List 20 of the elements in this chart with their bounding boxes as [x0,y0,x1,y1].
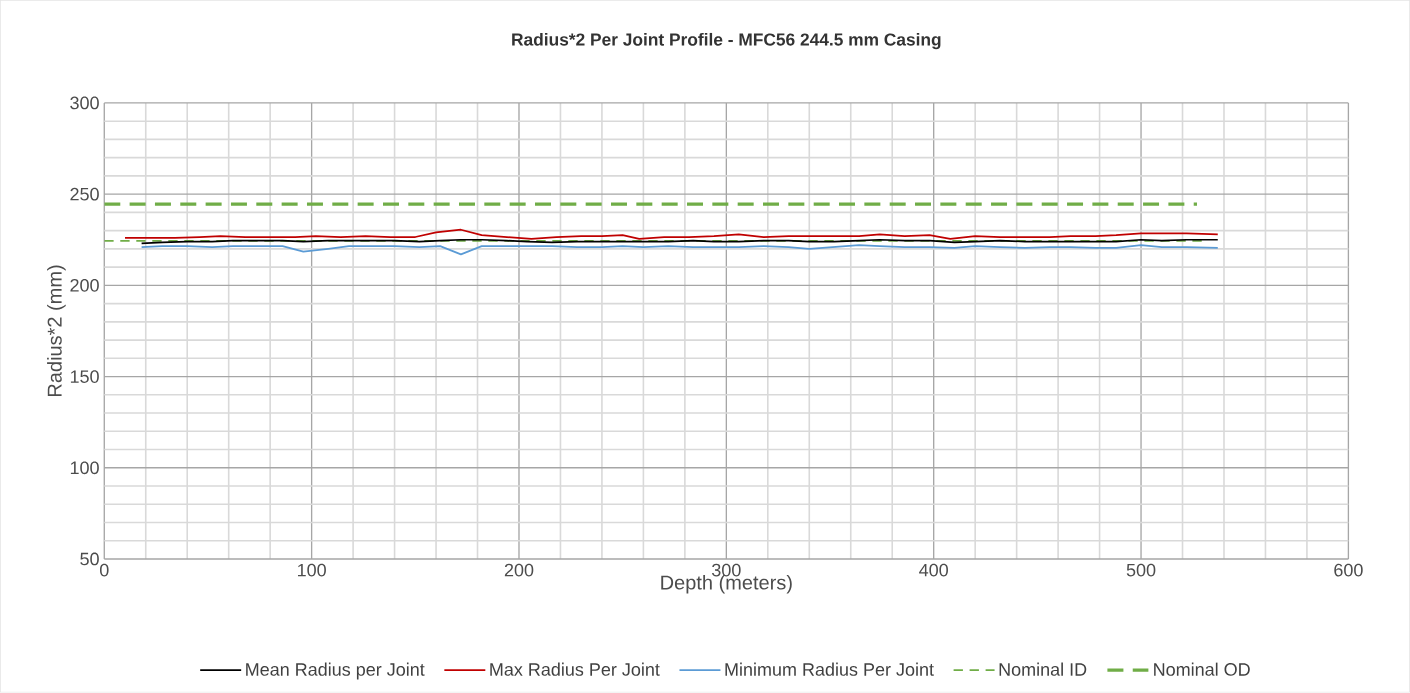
legend-label: Nominal ID [999,662,1087,677]
legend-label: Max Radius Per Joint [490,662,660,677]
legend-label: Nominal OD [1154,662,1250,677]
x-tick-label: 300 [712,563,741,577]
y-tick-label: 250 [70,187,99,201]
y-tick-label: 100 [70,461,99,475]
x-tick-label: 500 [1126,563,1156,577]
x-tick-label: 0 [99,563,109,577]
x-tick-label: 600 [1334,563,1363,577]
y-tick-label: 150 [70,370,99,384]
x-tick-label: 200 [504,563,534,577]
x-tick-label: 100 [298,563,326,577]
y-tick-label: 50 [80,552,99,566]
legend-label: Minimum Radius Per Joint [725,662,934,677]
legend-label: Mean Radius per Joint [246,662,425,680]
y-tick-label: 300 [70,96,99,110]
y-axis-title: Radius*2 (mm) [47,265,66,397]
y-tick-label: 200 [70,279,99,292]
x-tick-label: 400 [919,563,948,577]
chart-title: Radius*2 Per Joint Profile - MFC56 244.5 mm Casing [512,33,941,50]
